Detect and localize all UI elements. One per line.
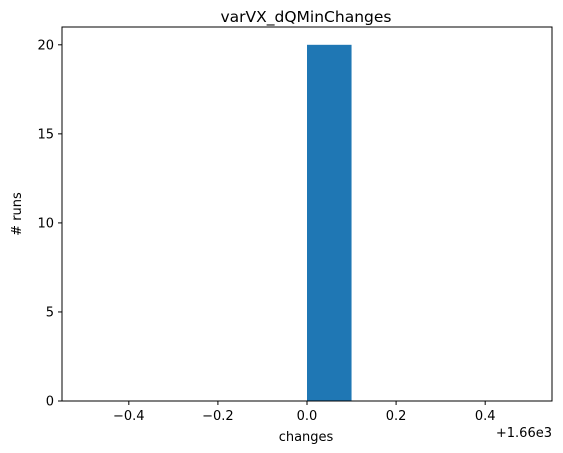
x-tick-label: 0.0 <box>297 409 318 424</box>
bars-group <box>307 44 352 402</box>
chart-title: varVX_dQMinChanges <box>221 8 392 27</box>
x-tick-label: −0.2 <box>202 409 234 424</box>
x-tick-label: 0.2 <box>386 409 407 424</box>
x-axis-label: changes <box>279 430 334 445</box>
y-tick-label: 0 <box>46 395 54 410</box>
plot-frame <box>61 26 553 402</box>
y-tick-label: 20 <box>37 38 54 53</box>
x-tick-label: −0.4 <box>113 409 145 424</box>
x-offset-label: +1.66e3 <box>496 426 552 441</box>
y-axis: 0 5 10 15 20 <box>37 38 62 410</box>
x-tick-label: 0.4 <box>475 409 496 424</box>
y-tick-label: 5 <box>46 305 54 320</box>
y-tick-label: 15 <box>37 127 54 142</box>
y-axis-label: # runs <box>10 192 25 236</box>
histogram-bar-5 <box>307 44 352 402</box>
y-tick-label: 10 <box>37 216 54 231</box>
x-axis: −0.4 −0.2 0.0 0.2 0.4 <box>113 401 496 424</box>
